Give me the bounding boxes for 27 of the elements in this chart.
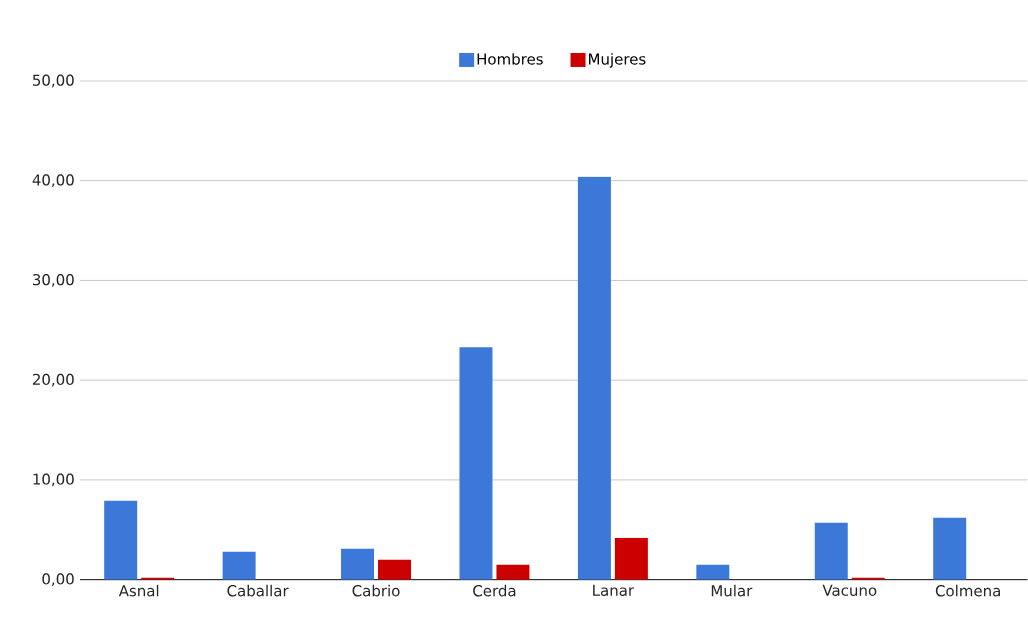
x-tick-label: Vacuno [822, 585, 877, 597]
bar [496, 564, 530, 580]
y-tick-label: 0,00 [42, 573, 74, 587]
legend-label: Mujeres [589, 53, 646, 68]
y-tick-label: 50,00 [33, 74, 74, 88]
x-tick-label: Cerda [473, 585, 516, 597]
bar [222, 551, 256, 580]
y-tick-label: 30,00 [32, 274, 74, 288]
bar [341, 548, 375, 580]
x-tick-label: Caballar [227, 585, 289, 597]
x-tick-label: Cabrio [352, 585, 400, 597]
x-tick-label: Asnal [118, 585, 159, 597]
bar [933, 518, 967, 580]
y-tick-label: 20,00 [32, 373, 74, 387]
x-tick-label: Lanar [593, 585, 635, 597]
bar [614, 537, 648, 580]
bar [459, 347, 493, 580]
bar [104, 501, 138, 580]
bar [577, 176, 611, 580]
x-tick-label: Mular [711, 585, 753, 597]
y-tick-label: 10,00 [33, 473, 74, 487]
bar [378, 559, 412, 580]
y-tick-label: 40,00 [32, 174, 74, 188]
legend-label: Hombres [477, 53, 543, 65]
bar [696, 564, 730, 580]
x-tick-label: Colmena [935, 585, 1000, 597]
bar [814, 522, 848, 580]
